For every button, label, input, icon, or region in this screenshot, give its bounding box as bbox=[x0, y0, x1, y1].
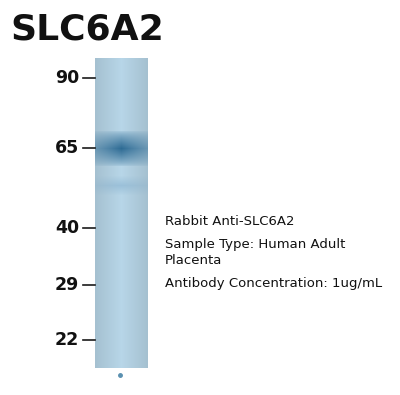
Text: Rabbit Anti-SLC6A2: Rabbit Anti-SLC6A2 bbox=[165, 215, 294, 228]
Text: Placenta: Placenta bbox=[165, 254, 222, 267]
Text: 40: 40 bbox=[55, 219, 79, 237]
Text: 90: 90 bbox=[55, 69, 79, 87]
Text: 29: 29 bbox=[55, 276, 79, 294]
Text: Antibody Concentration: 1ug/mL: Antibody Concentration: 1ug/mL bbox=[165, 277, 382, 290]
Text: Sample Type: Human Adult: Sample Type: Human Adult bbox=[165, 238, 345, 251]
Text: 65: 65 bbox=[55, 139, 79, 157]
Text: SLC6A2: SLC6A2 bbox=[10, 13, 164, 47]
Text: 22: 22 bbox=[55, 331, 79, 349]
